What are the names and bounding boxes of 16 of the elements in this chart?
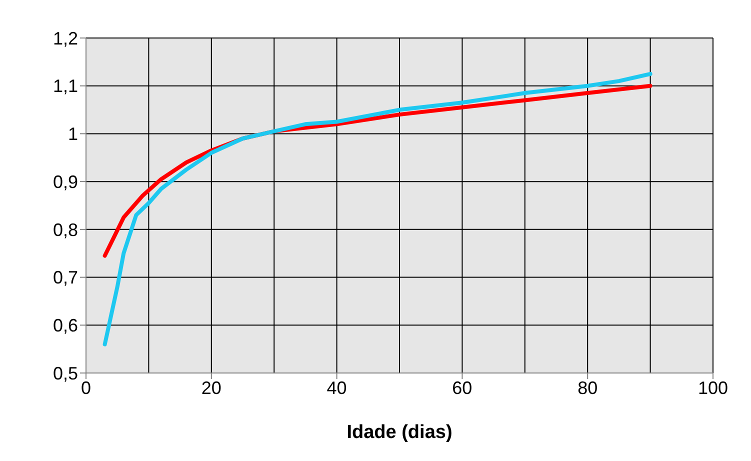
x-axis-title: Idade (dias) [346, 422, 452, 443]
y-tick-label: 0,6 [52, 316, 78, 336]
y-tick-label: 0,9 [52, 172, 78, 192]
x-tick-label: 100 [698, 378, 728, 398]
line-series [102, 72, 652, 346]
x-tick-label: 0 [80, 378, 92, 398]
y-tick-label: 0,8 [52, 220, 78, 240]
x-tick-label: 40 [326, 378, 347, 398]
x-tick-label: 60 [452, 378, 472, 398]
y-tick-label: 1,2 [52, 28, 78, 48]
y-tick-label: 0,5 [52, 363, 78, 384]
y-tick-label: 1,1 [52, 76, 78, 96]
y-tick-label: 1 [68, 124, 78, 144]
x-tick-label: 20 [201, 378, 222, 398]
y-tick-label: 0,7 [52, 268, 78, 288]
x-tick-label: 80 [578, 378, 598, 398]
